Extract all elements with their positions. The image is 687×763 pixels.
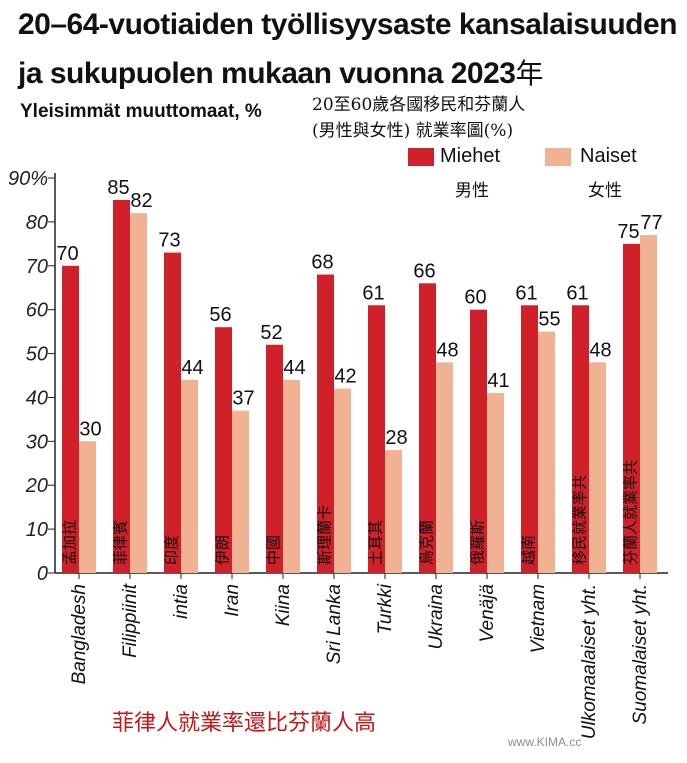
chart-annotation: 菲律人就業率還比芬蘭人高 bbox=[112, 711, 377, 736]
category-label: Bangladesh bbox=[69, 584, 90, 684]
data-label: 52 bbox=[260, 322, 282, 344]
data-label: 48 bbox=[436, 339, 458, 361]
legend-label-women-chinese: 女性 bbox=[588, 181, 622, 201]
y-tick-label: 70 bbox=[26, 256, 48, 278]
data-label: 28 bbox=[385, 427, 407, 449]
bar bbox=[317, 274, 334, 573]
data-label: 55 bbox=[538, 309, 560, 331]
data-label: 61 bbox=[566, 282, 588, 304]
legend-label-men-chinese: 男性 bbox=[455, 181, 489, 201]
category-label: Ukraina bbox=[426, 584, 447, 649]
bar bbox=[419, 283, 436, 573]
category-label-chinese: 中國 bbox=[265, 535, 283, 565]
y-tick-label: 40 bbox=[26, 387, 48, 409]
category-label-chinese: 菲律賓 bbox=[112, 520, 130, 565]
bar bbox=[334, 388, 351, 573]
y-tick-label: 30 bbox=[26, 431, 48, 453]
category-label-chinese: 印度 bbox=[163, 535, 181, 565]
bar bbox=[640, 235, 657, 574]
category-label: Iran bbox=[222, 584, 243, 617]
category-label: Turkki bbox=[375, 583, 396, 634]
y-tick-label: 0 bbox=[37, 563, 48, 585]
chinese-title-line-2: (男性與女性) 就業率圖(%) bbox=[312, 121, 514, 141]
category-label-chinese: 土耳其 bbox=[367, 520, 385, 565]
category-label: Kiina bbox=[273, 584, 294, 626]
data-label: 48 bbox=[589, 339, 611, 361]
bar bbox=[215, 327, 232, 573]
data-label: 30 bbox=[79, 418, 101, 440]
bar bbox=[283, 379, 300, 573]
bar bbox=[589, 362, 606, 573]
category-label: Vietnam bbox=[528, 584, 549, 653]
category-label-chinese: 烏克蘭 bbox=[418, 520, 436, 565]
bar bbox=[113, 199, 130, 573]
data-label: 68 bbox=[311, 252, 333, 274]
y-tick-label: 20 bbox=[25, 475, 48, 497]
watermark: www.KIMA.cc bbox=[508, 735, 582, 749]
category-label-chinese: 俄羅斯 bbox=[469, 520, 487, 565]
bar bbox=[232, 410, 249, 573]
chart-title-line-1: 20–64-vuotiaiden työllisyysaste kansalai… bbox=[18, 8, 677, 41]
data-label: 41 bbox=[487, 370, 509, 392]
bar bbox=[181, 379, 198, 573]
bar bbox=[62, 265, 79, 573]
category-label: Ulkomaalaiset yht. bbox=[579, 584, 600, 739]
data-label: 77 bbox=[640, 212, 662, 234]
chart-title-suffix: 年 bbox=[515, 57, 544, 90]
legend-swatch-women bbox=[545, 148, 571, 166]
category-label-chinese: 移民就業率共 bbox=[571, 475, 589, 565]
category-label: Filippiinit bbox=[120, 583, 141, 658]
category-label-chinese: 芬蘭人就業率共 bbox=[622, 460, 640, 565]
category-label: Sri Lanka bbox=[324, 584, 345, 664]
bar bbox=[130, 213, 147, 573]
data-label: 73 bbox=[158, 230, 180, 252]
legend-label-men: Miehet bbox=[440, 145, 501, 167]
data-label: 44 bbox=[283, 357, 305, 379]
category-label-chinese: 孟加拉 bbox=[61, 520, 79, 565]
y-tick-label: 80 bbox=[26, 212, 48, 234]
bar bbox=[487, 393, 504, 573]
bar bbox=[470, 309, 487, 573]
chart-subtitle: Yleisimmät muuttomaat, % bbox=[20, 101, 262, 122]
bar bbox=[623, 243, 640, 574]
data-label: 70 bbox=[56, 243, 78, 265]
data-label: 37 bbox=[232, 388, 254, 410]
category-label-chinese: 伊朗 bbox=[214, 535, 232, 565]
bar bbox=[538, 331, 555, 573]
bar bbox=[79, 441, 96, 573]
y-tick-label: 50 bbox=[26, 344, 48, 366]
bar bbox=[385, 450, 402, 573]
bar bbox=[164, 252, 181, 573]
chart-title-line-2: ja sukupuolen mukaan vuonna 2023年 bbox=[18, 52, 544, 92]
y-tick-label: 90% bbox=[8, 168, 48, 190]
chinese-title-line-1: 20至60歲各國移民和芬蘭人 bbox=[312, 95, 526, 115]
category-label: intia bbox=[171, 584, 192, 619]
data-label: 61 bbox=[362, 282, 384, 304]
bar bbox=[436, 362, 453, 573]
data-label: 56 bbox=[209, 304, 231, 326]
data-label: 42 bbox=[334, 366, 356, 388]
data-label: 85 bbox=[107, 177, 129, 199]
bar bbox=[572, 305, 589, 573]
category-label: Suomalaiset yht. bbox=[630, 584, 651, 724]
category-label-chinese: 越南 bbox=[520, 535, 538, 565]
data-label: 75 bbox=[617, 221, 639, 243]
y-tick-label: 60 bbox=[26, 300, 48, 322]
data-label: 44 bbox=[181, 357, 203, 379]
legend-swatch-men bbox=[408, 148, 434, 166]
bar bbox=[521, 305, 538, 573]
data-label: 60 bbox=[464, 287, 486, 309]
data-label: 61 bbox=[515, 282, 537, 304]
chart-title-text: ja sukupuolen mukaan vuonna 2023 bbox=[18, 57, 516, 90]
data-label: 82 bbox=[130, 190, 152, 212]
category-label: Venäjä bbox=[477, 584, 498, 642]
category-label-chinese: 斯理蘭卡 bbox=[316, 505, 334, 565]
bar bbox=[368, 305, 385, 573]
data-label: 66 bbox=[413, 260, 435, 282]
legend-label-women: Naiset bbox=[580, 145, 637, 167]
y-tick-label: 10 bbox=[26, 519, 48, 541]
bar bbox=[266, 344, 283, 573]
